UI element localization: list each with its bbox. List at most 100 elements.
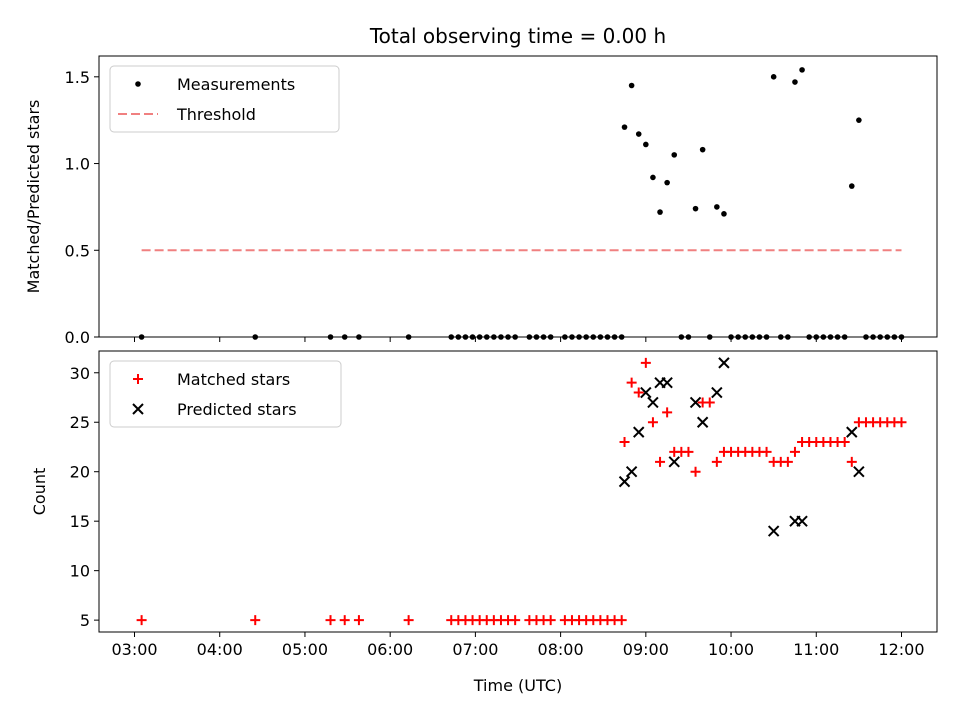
data-point [853,466,865,478]
y-tick-label: 0.0 [65,328,90,347]
data-point [545,615,556,626]
data-point [661,376,673,389]
axes-frame [98,55,938,338]
data-point [690,466,701,477]
legend-item: Measurements [135,75,295,94]
data-point [671,152,678,158]
data-point [846,456,857,467]
y-axis-label: Matched/Predicted stars [24,100,43,294]
y-tick-label: 5 [80,611,90,630]
data-point [626,377,637,388]
data-point [664,179,670,186]
legend-swatch [135,81,141,87]
x-tick-label: 06:00 [367,640,413,659]
y-tick-label: 1.5 [65,68,90,87]
x-tick-label: 04:00 [197,640,243,659]
data-point [696,416,709,428]
data-point [711,386,723,399]
data-point [839,437,850,448]
legend-item: Matched stars [133,370,290,389]
x-tick-label: 08:00 [538,640,584,659]
data-point [704,397,715,408]
data-point [782,456,793,467]
y-axis-label: Count [30,468,49,516]
data-point [136,615,147,626]
data-point [650,174,656,181]
data-point [692,205,699,212]
axes-frame [98,350,938,633]
data-point [510,615,521,626]
data-point [856,117,862,123]
ratio-panel: 0.0 0.5 1.0 1.5 Matched/Predicted stars Measu… [24,55,938,347]
data-point [761,446,772,457]
x-tick-label: 09:00 [623,640,669,659]
data-point [896,417,907,428]
data-point [846,426,858,438]
count-panel: 03:00 04:00 05:00 06:00 07:00 08:00 09:00 10:00… [30,350,938,659]
legend-box [109,65,340,133]
data-point [647,396,659,409]
data-point [718,357,730,369]
data-point [721,211,727,217]
y-tick-label: 10 [70,562,90,581]
y-tick-label: 20 [70,463,90,482]
data-point [325,615,336,626]
data-point [792,79,798,85]
data-point [643,141,649,148]
y-tick-label: 1.0 [65,155,90,174]
data-point [767,525,780,537]
data-point [625,466,638,478]
legend: Matched stars Predicted stars [109,360,342,428]
data-point [640,357,651,368]
legend-item: Threshold [118,105,256,124]
x-tick-label: 05:00 [282,640,328,659]
x-axis-label: Time (UTC) [473,676,562,695]
data-point [250,615,261,626]
legend-label: Predicted stars [177,400,297,419]
x-tick-label: 10:00 [708,640,754,659]
y-tick-label: 15 [70,512,90,531]
series-predicted-stars [618,357,865,537]
data-point [633,426,645,438]
data-point [353,615,364,626]
data-point [647,417,658,428]
data-point [628,82,635,89]
data-point [339,615,350,626]
chart-title: Total observing time = 0.00 h [369,24,666,48]
data-point [689,396,702,409]
y-tick-label: 25 [70,413,90,432]
data-point [403,615,414,626]
y-tick-label: 0.5 [65,241,90,260]
series-matched-stars [136,357,907,626]
legend-swatch [133,374,143,384]
data-point [618,475,631,488]
data-point [668,456,680,468]
data-point [640,386,652,399]
legend-label: Measurements [177,75,295,94]
data-point [770,74,777,80]
y-tick-label: 30 [70,364,90,383]
data-point [683,446,694,457]
data-point [848,183,855,189]
data-point [699,146,706,153]
x-tick-label: 03:00 [111,640,157,659]
legend-label: Threshold [176,105,256,124]
data-point [799,67,805,73]
data-point [619,437,630,448]
data-point [714,204,720,210]
data-point [662,407,673,418]
data-point [616,615,627,626]
data-point [789,446,800,457]
x-tick-label: 12:00 [878,640,924,659]
data-point [655,456,666,467]
x-tick-label: 11:00 [793,640,839,659]
legend-label: Matched stars [177,370,290,389]
x-tick-label: 07:00 [452,640,498,659]
data-point [657,209,663,215]
legend: Measurements Threshold [109,65,340,133]
legend-swatch [132,403,144,415]
data-point [621,124,628,130]
data-point [633,387,644,398]
data-point [711,456,722,467]
